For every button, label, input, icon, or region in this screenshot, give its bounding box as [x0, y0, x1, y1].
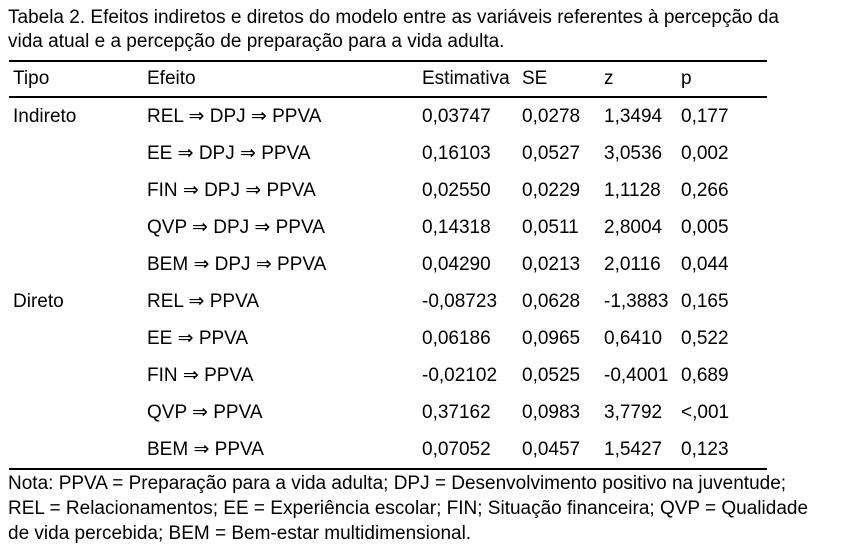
cell-estimativa: -0,02102 [422, 364, 498, 386]
cell-efeito: QVP ⇒ PPVA [147, 402, 263, 423]
table-row: EE ⇒ DPJ ⇒ PPVA 0,16103 0,0527 3,0536 0,… [9, 135, 767, 172]
note-line-2: REL = Relacionamentos; EE = Experiência … [8, 498, 809, 519]
cell-tipo [9, 135, 147, 172]
table-row: QVP ⇒ PPVA 0,37162 0,0983 3,7792 <,001 [9, 394, 767, 431]
cell-estimativa: 0,14318 [422, 216, 491, 238]
cell-tipo [9, 394, 147, 431]
note-line-3: de vida percebida; BEM = Bem-estar multi… [8, 523, 472, 544]
cell-estimativa: 0,16103 [422, 142, 491, 164]
table-row: FIN ⇒ PPVA -0,02102 0,0525 -0,4001 0,689 [9, 357, 767, 394]
cell-p: 0,002 [681, 142, 729, 164]
cell-efeito: REL ⇒ DPJ ⇒ PPVA [147, 106, 322, 127]
table-row: EE ⇒ PPVA 0,06186 0,0965 0,6410 0,522 [9, 320, 767, 357]
cell-efeito: BEM ⇒ PPVA [147, 431, 422, 470]
cell-tipo [9, 246, 147, 283]
cell-z: 3,7792 [604, 401, 663, 423]
header-row: Tipo Efeito Estimativa SE z p [9, 60, 767, 98]
cell-efeito: QVP ⇒ DPJ ⇒ PPVA [147, 217, 325, 238]
cell-tipo [9, 209, 147, 246]
col-header-tipo: Tipo [9, 60, 147, 98]
table-row: QVP ⇒ DPJ ⇒ PPVA 0,14318 0,0511 2,8004 0… [9, 209, 767, 246]
cell-efeito: EE ⇒ DPJ ⇒ PPVA [147, 143, 311, 164]
cell-p: 0,123 [681, 431, 767, 470]
col-header-efeito: Efeito [147, 60, 422, 98]
cell-z: 2,8004 [604, 216, 663, 238]
cell-estimativa: 0,07052 [422, 431, 522, 470]
cell-tipo: Direto [13, 290, 64, 312]
cell-p: 0,165 [681, 290, 729, 312]
cell-p: 0,266 [681, 179, 729, 201]
cell-p: 0,689 [681, 364, 729, 386]
cell-tipo [9, 172, 147, 209]
cell-p: 0,044 [681, 253, 729, 275]
cell-efeito: FIN ⇒ PPVA [147, 365, 254, 386]
note-line-1: Nota: PPVA = Preparação para a vida adul… [8, 473, 787, 494]
table-caption: Tabela 2. Efeitos indiretos e diretos do… [8, 6, 779, 54]
col-header-estimativa: Estimativa [422, 60, 522, 98]
cell-z: 1,3494 [604, 105, 663, 127]
cell-tipo [9, 431, 147, 470]
table-row: BEM ⇒ DPJ ⇒ PPVA 0,04290 0,0213 2,0116 0… [9, 246, 767, 283]
cell-se: 0,0983 [522, 401, 581, 423]
caption-line-2: vida atual e a percepção de preparação p… [8, 31, 505, 52]
cell-z: 1,5427 [604, 431, 681, 470]
table-header: Tipo Efeito Estimativa SE z p [9, 60, 767, 98]
cell-p: 0,005 [681, 216, 729, 238]
cell-se: 0,0525 [522, 364, 581, 386]
cell-p: <,001 [681, 401, 730, 423]
cell-z: -0,4001 [604, 364, 669, 386]
cell-estimativa: 0,04290 [422, 253, 491, 275]
table-row: Indireto REL ⇒ DPJ ⇒ PPVA 0,03747 0,0278… [9, 97, 767, 135]
cell-efeito: EE ⇒ PPVA [147, 328, 249, 349]
cell-efeito: REL ⇒ PPVA [147, 291, 260, 312]
table-body: Indireto REL ⇒ DPJ ⇒ PPVA 0,03747 0,0278… [9, 97, 767, 470]
cell-estimativa: 0,03747 [422, 105, 491, 127]
col-header-z: z [604, 60, 681, 98]
cell-estimativa: 0,06186 [422, 327, 491, 349]
table-note: Nota: PPVA = Preparação para a vida adul… [8, 471, 808, 545]
cell-p: 0,522 [681, 327, 729, 349]
cell-tipo [9, 320, 147, 357]
cell-efeito: BEM ⇒ DPJ ⇒ PPVA [147, 254, 327, 275]
cell-p: 0,177 [681, 105, 729, 127]
cell-se: 0,0527 [522, 142, 581, 164]
caption-line-1: Tabela 2. Efeitos indiretos e diretos do… [8, 7, 780, 28]
cell-se: 0,0511 [522, 216, 579, 238]
cell-tipo: Indireto [13, 105, 77, 127]
cell-z: 3,0536 [604, 142, 663, 164]
cell-z: 2,0116 [604, 253, 661, 275]
cell-se: 0,0628 [522, 290, 581, 312]
table-row: Direto REL ⇒ PPVA -0,08723 0,0628 -1,388… [9, 283, 767, 320]
col-header-se: SE [522, 60, 604, 98]
cell-estimativa: -0,08723 [422, 290, 498, 312]
cell-z: -1,3883 [604, 290, 669, 312]
cell-se: 0,0457 [522, 431, 604, 470]
cell-se: 0,0229 [522, 179, 581, 201]
cell-estimativa: 0,37162 [422, 401, 491, 423]
col-header-p: p [681, 60, 767, 98]
table-row: BEM ⇒ PPVA 0,07052 0,0457 1,5427 0,123 [9, 431, 767, 470]
cell-tipo [9, 357, 147, 394]
cell-se: 0,0965 [522, 327, 581, 349]
effects-table: Tipo Efeito Estimativa SE z p Indireto R… [9, 60, 767, 470]
cell-se: 0,0213 [522, 253, 581, 275]
cell-z: 0,6410 [604, 327, 663, 349]
cell-se: 0,0278 [522, 105, 581, 127]
cell-estimativa: 0,02550 [422, 179, 491, 201]
cell-efeito: FIN ⇒ DPJ ⇒ PPVA [147, 180, 316, 201]
table-row: FIN ⇒ DPJ ⇒ PPVA 0,02550 0,0229 1,1128 0… [9, 172, 767, 209]
cell-z: 1,1128 [604, 179, 661, 201]
